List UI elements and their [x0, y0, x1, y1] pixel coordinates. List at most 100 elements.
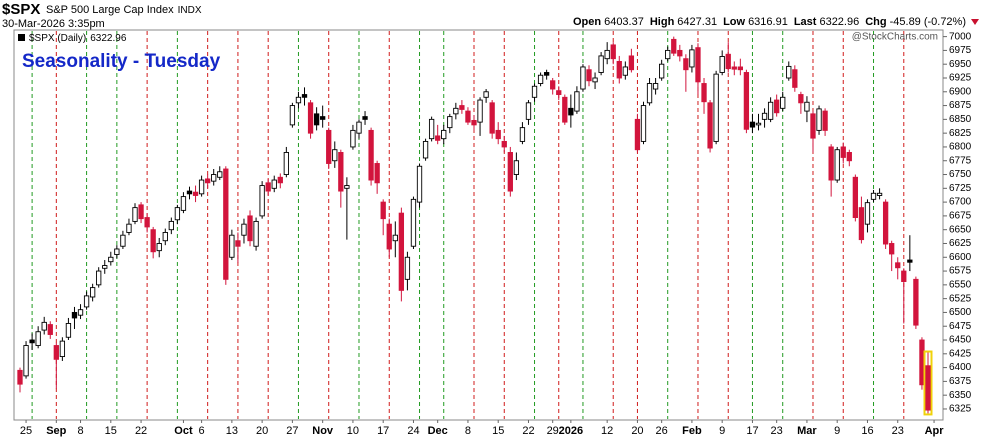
candle-body: [640, 105, 647, 142]
candle-body: [114, 248, 120, 255]
x-tick-label: 25: [20, 425, 32, 437]
x-tick-label: 29: [547, 425, 559, 437]
y-tick-label: 6700: [949, 197, 972, 208]
candle-body: [695, 47, 701, 83]
candle-body: [162, 231, 168, 242]
candle-body: [259, 185, 265, 217]
symbol: $SPX: [2, 1, 40, 18]
candle-body: [646, 83, 653, 104]
x-tick-label: 22: [522, 425, 534, 437]
candle-body: [65, 323, 72, 338]
change-value: -45.89: [890, 16, 921, 28]
candle-body: [737, 66, 743, 71]
candle-body: [513, 160, 520, 175]
y-tick-label: 6925: [949, 73, 972, 84]
candle-body: [852, 176, 859, 219]
candle-body: [156, 243, 162, 252]
exchange: INDX: [178, 5, 202, 16]
candle-body: [701, 83, 707, 103]
candle-body: [17, 369, 23, 385]
candle-body: [828, 146, 834, 181]
last-label: Last: [794, 16, 817, 28]
candle-body: [168, 220, 174, 231]
candle-body: [816, 108, 822, 131]
last-value: 6322.96: [819, 16, 859, 28]
candle-body: [235, 240, 241, 247]
candle-body: [89, 287, 96, 298]
y-tick-label: 6550: [949, 279, 972, 290]
candle-body: [919, 339, 925, 386]
candle-body: [586, 69, 592, 82]
candle-body: [665, 49, 671, 60]
candle-body: [150, 229, 156, 253]
y-tick-label: 6450: [949, 335, 972, 346]
candle-body: [761, 112, 768, 120]
candle-body: [362, 116, 368, 120]
x-tick-label: 8: [77, 425, 83, 437]
x-tick-label: 23: [892, 425, 904, 437]
candle-body: [719, 56, 725, 73]
candle-body: [35, 331, 41, 346]
candle-body: [562, 96, 568, 123]
candle-body: [798, 94, 804, 104]
candle-body: [913, 278, 919, 326]
candle-body: [186, 190, 193, 195]
candle-body: [683, 58, 689, 71]
candle-body: [144, 217, 150, 228]
candle-body: [671, 38, 677, 54]
candle-body: [247, 215, 253, 242]
candle-body: [725, 53, 731, 70]
symbol-name: S&P 500 Large Cap Index INDX: [46, 4, 202, 16]
candle-body: [265, 182, 271, 192]
candle-body: [465, 110, 471, 123]
candle-body: [53, 345, 59, 360]
x-tick-label: 24: [407, 425, 419, 437]
candle-body: [132, 207, 138, 222]
candle-body: [604, 49, 610, 60]
y-tick-label: 6350: [949, 390, 972, 401]
x-tick-label: 15: [105, 425, 117, 437]
candle-body: [301, 94, 308, 98]
x-tick-label: 13: [226, 425, 238, 437]
candle-body: [568, 107, 574, 116]
candle-body: [356, 121, 362, 134]
candle-body: [71, 311, 78, 319]
candle-body: [241, 223, 247, 236]
candle-body: [386, 223, 392, 250]
candle-body: [59, 340, 66, 358]
y-tick-label: 6775: [949, 155, 972, 166]
candle-body: [580, 66, 586, 90]
x-tick-label: 20: [631, 425, 643, 437]
legend-value: 6322.96: [90, 33, 127, 44]
y-tick-label: 6500: [949, 307, 972, 318]
y-tick-label: 6575: [949, 266, 972, 277]
x-tick-label: 16: [861, 425, 873, 437]
y-tick-label: 6975: [949, 45, 972, 56]
candle-body: [483, 91, 489, 98]
candle-body: [205, 178, 211, 184]
candle-body: [743, 72, 750, 130]
candle-body: [834, 149, 840, 181]
x-tick-label: Nov: [312, 425, 334, 437]
y-tick-label: 6625: [949, 238, 972, 249]
candle-body: [77, 309, 84, 316]
candle-body: [198, 179, 205, 195]
candle-body: [507, 152, 513, 192]
high-label: High: [650, 16, 675, 28]
candle-body: [229, 234, 235, 258]
candle-body: [211, 174, 217, 182]
y-tick-label: 6600: [949, 252, 972, 263]
candle-body: [628, 55, 635, 71]
y-tick-label: 6675: [949, 211, 972, 222]
candle-body: [223, 168, 229, 280]
candle-body: [689, 49, 695, 68]
candle-body: [441, 129, 447, 140]
candle-body: [876, 192, 883, 196]
x-tick-label: Sep: [46, 425, 66, 437]
low-label: Low: [723, 16, 745, 28]
candle-body: [495, 129, 501, 140]
chart-title: Seasonality - Tuesday: [22, 51, 221, 72]
